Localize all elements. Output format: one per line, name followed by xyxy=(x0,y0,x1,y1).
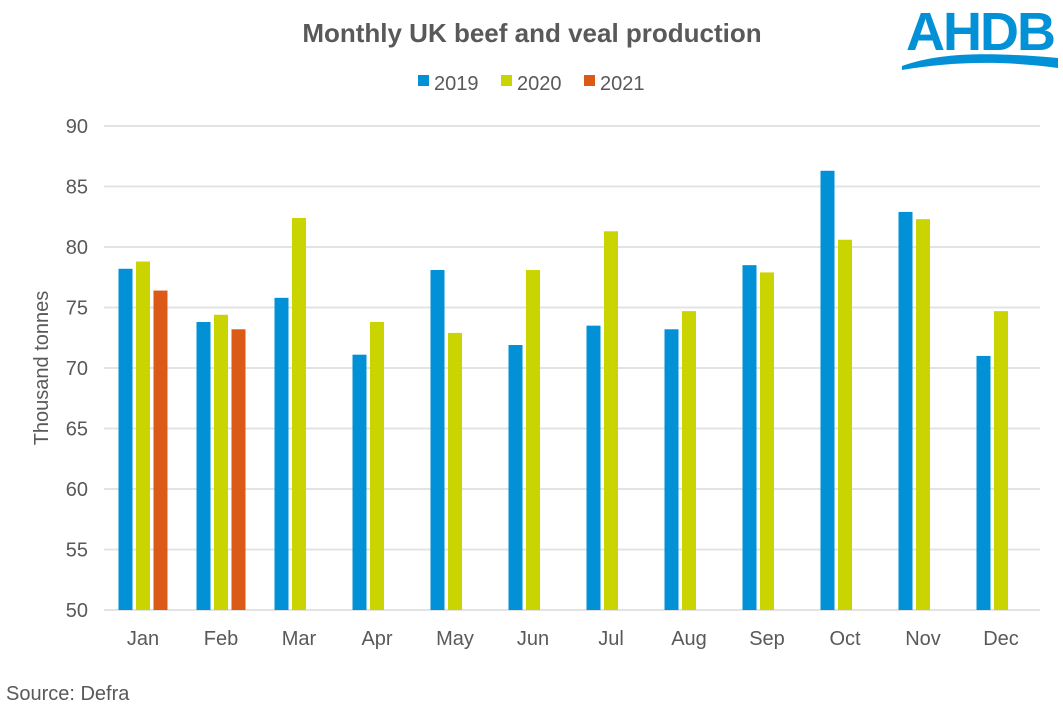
legend-label-2020: 2020 xyxy=(517,73,562,95)
source-note: Source: Defra xyxy=(6,683,130,705)
bar-2019-Mar xyxy=(274,297,289,610)
legend: 2019 2020 2021 xyxy=(418,73,645,95)
bar-2019-Oct xyxy=(820,170,835,610)
x-tick-label: Sep xyxy=(749,628,785,650)
bar-2020-Jun xyxy=(526,269,540,610)
bar-2019-Jul xyxy=(586,325,601,610)
chart-title: Monthly UK beef and veal production xyxy=(302,18,761,48)
bar-2019-Nov xyxy=(898,211,913,610)
bar-2020-Apr xyxy=(370,322,384,610)
x-tick-label: Jun xyxy=(517,628,549,650)
bar-2020-Feb xyxy=(214,314,228,610)
x-tick-label: Mar xyxy=(282,628,317,650)
x-tick-label: Feb xyxy=(204,628,238,650)
ahdb-logo: AHDB xyxy=(902,2,1058,70)
bar-2020-Jan xyxy=(136,261,150,610)
y-tick-label: 70 xyxy=(66,358,88,380)
y-tick-label: 50 xyxy=(66,600,88,622)
bar-2020-Jul xyxy=(604,231,618,610)
bar-2019-Jan xyxy=(118,268,133,610)
y-tick-label: 60 xyxy=(66,479,88,501)
y-tick-label: 55 xyxy=(66,540,88,562)
legend-label-2019: 2019 xyxy=(434,73,479,95)
x-tick-label: Apr xyxy=(361,628,392,650)
bar-2020-Aug xyxy=(682,311,696,610)
bar-2019-Aug xyxy=(664,329,679,610)
y-tick-label: 85 xyxy=(66,177,88,199)
logo-wave xyxy=(902,54,1058,70)
x-tick-label: Oct xyxy=(829,628,861,650)
bar-2020-Dec xyxy=(994,311,1008,610)
bars xyxy=(118,170,1008,611)
bar-2019-May xyxy=(430,269,445,610)
legend-swatch-2020 xyxy=(501,75,512,86)
y-tick-label: 80 xyxy=(66,237,88,259)
logo-text: AHDB xyxy=(906,2,1054,62)
x-tick-label: May xyxy=(436,628,474,650)
legend-swatch-2021 xyxy=(584,75,595,86)
y-tick-label: 75 xyxy=(66,298,88,320)
x-tick-label: Aug xyxy=(671,628,707,650)
y-tick-label: 65 xyxy=(66,419,88,441)
legend-swatch-2019 xyxy=(418,75,429,86)
x-tick-label: Jan xyxy=(127,628,159,650)
bar-2020-Mar xyxy=(292,217,306,610)
x-axis-ticks: Jan Feb Mar Apr May Jun Jul Aug Sep Oct Nov Dec xyxy=(127,628,1019,650)
bar-2021-Feb xyxy=(231,329,246,610)
bar-2020-May xyxy=(448,332,462,610)
bar-2019-Apr xyxy=(352,354,367,610)
x-tick-label: Nov xyxy=(905,628,941,650)
bar-2020-Oct xyxy=(838,239,852,611)
x-tick-label: Jul xyxy=(598,628,624,650)
bar-2020-Sep xyxy=(760,272,774,610)
bar-2019-Dec xyxy=(976,355,991,610)
legend-label-2021: 2021 xyxy=(600,73,645,95)
y-tick-label: 90 xyxy=(66,116,88,138)
bar-2019-Jun xyxy=(508,345,523,610)
y-axis-ticks: 50 55 60 65 70 75 80 85 90 xyxy=(66,116,88,622)
bar-2019-Feb xyxy=(196,322,211,610)
bar-2021-Jan xyxy=(153,290,168,610)
gridlines xyxy=(104,125,1040,611)
bar-2020-Nov xyxy=(916,219,930,611)
y-axis-label: Thousand tonnes xyxy=(31,291,53,446)
x-tick-label: Dec xyxy=(983,628,1019,650)
bar-2019-Sep xyxy=(742,265,757,610)
